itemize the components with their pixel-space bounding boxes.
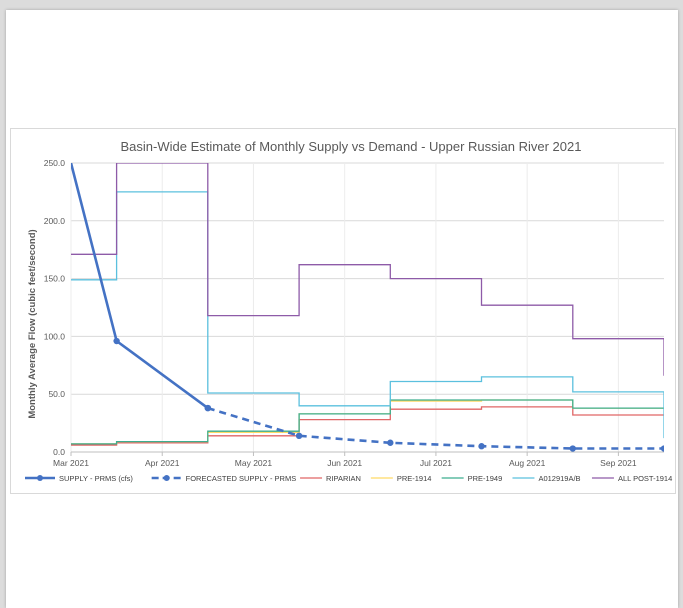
chart-title: Basin-Wide Estimate of Monthly Supply vs… [121,139,582,154]
y-tick-label: 150.0 [44,274,66,284]
legend-label: PRE-1949 [468,474,503,483]
x-tick-label: May 2021 [235,458,273,468]
y-tick-label: 100.0 [44,331,66,341]
y-tick-label: 50.0 [48,389,65,399]
series-line-forecasted-supply-prms-marker [295,432,303,440]
legend-label: A012919A/B [538,474,580,483]
legend-entry: SUPPLY - PRMS (cfs) [25,474,133,483]
series-line-forecasted-supply-prms-marker [478,443,485,450]
series-line-a012919a-b [71,191,664,439]
legend-label: PRE-1914 [397,474,432,483]
x-tick-label: Jun 2021 [327,458,362,468]
series-line-supply-prms-cfs--marker [113,337,120,345]
series-line-forecasted-supply-prms-marker [660,445,664,452]
legend-label: ALL POST-1914 [618,474,672,483]
series-line-forecasted-supply-prms [207,406,664,450]
legend-entry: ALL POST-1914 [591,474,672,483]
legend-label: SUPPLY - PRMS (cfs) [59,474,133,483]
series-line-forecasted-supply-prms-marker [387,439,394,446]
legend-entry: PRE-1914 [370,474,432,483]
x-tick-label: Apr 2021 [145,458,180,468]
legend-entry: PRE-1949 [441,474,503,483]
legend-entry: A012919A/B [512,474,581,483]
legend-marker [163,475,170,481]
chart-svg: Basin-Wide Estimate of Monthly Supply vs… [25,139,672,483]
series-line-all-post-1914 [71,163,664,376]
legend-label: RIPARIAN [326,474,361,483]
legend-label: FORECASTED SUPPLY - PRMS [186,474,297,483]
series-line-riparian [71,406,664,446]
series-line-forecasted-supply-prms-marker [569,445,576,452]
legend-entry: FORECASTED SUPPLY - PRMS [151,474,297,483]
legend-entry: RIPARIAN [300,474,361,483]
x-tick-label: Mar 2021 [53,458,89,468]
gridlines [70,162,664,456]
series-line-forecasted-supply-prms-marker [204,404,212,412]
y-tick-label: 250.0 [44,158,66,168]
x-tick-label: Aug 2021 [509,458,546,468]
series-line-pre-1914 [71,399,664,445]
y-axis-ticks: 0.0 50.0 100.0 150.0 200.0 250.0 [44,158,66,457]
y-tick-label: 0.0 [53,447,65,457]
y-tick-label: 200.0 [44,216,66,226]
x-axis-ticks: Mar 2021 Apr 2021 May 2021 Jun 2021 Jul 2021… [53,458,637,468]
plot-area [71,163,664,452]
x-tick-label: Sep 2021 [600,458,637,468]
series-line-supply-prms-cfs- [71,163,209,410]
x-tick-label: Jul 2021 [420,458,452,468]
chart-area[interactable]: Basin-Wide Estimate of Monthly Supply vs… [10,128,676,494]
legend: SUPPLY - PRMS (cfs) FORECASTED SUPPLY - P… [25,474,672,483]
series-line-pre-1949 [71,399,664,445]
y-axis-label: Monthly Average Flow (cubic feet/second) [27,229,38,418]
legend-marker [37,475,43,481]
